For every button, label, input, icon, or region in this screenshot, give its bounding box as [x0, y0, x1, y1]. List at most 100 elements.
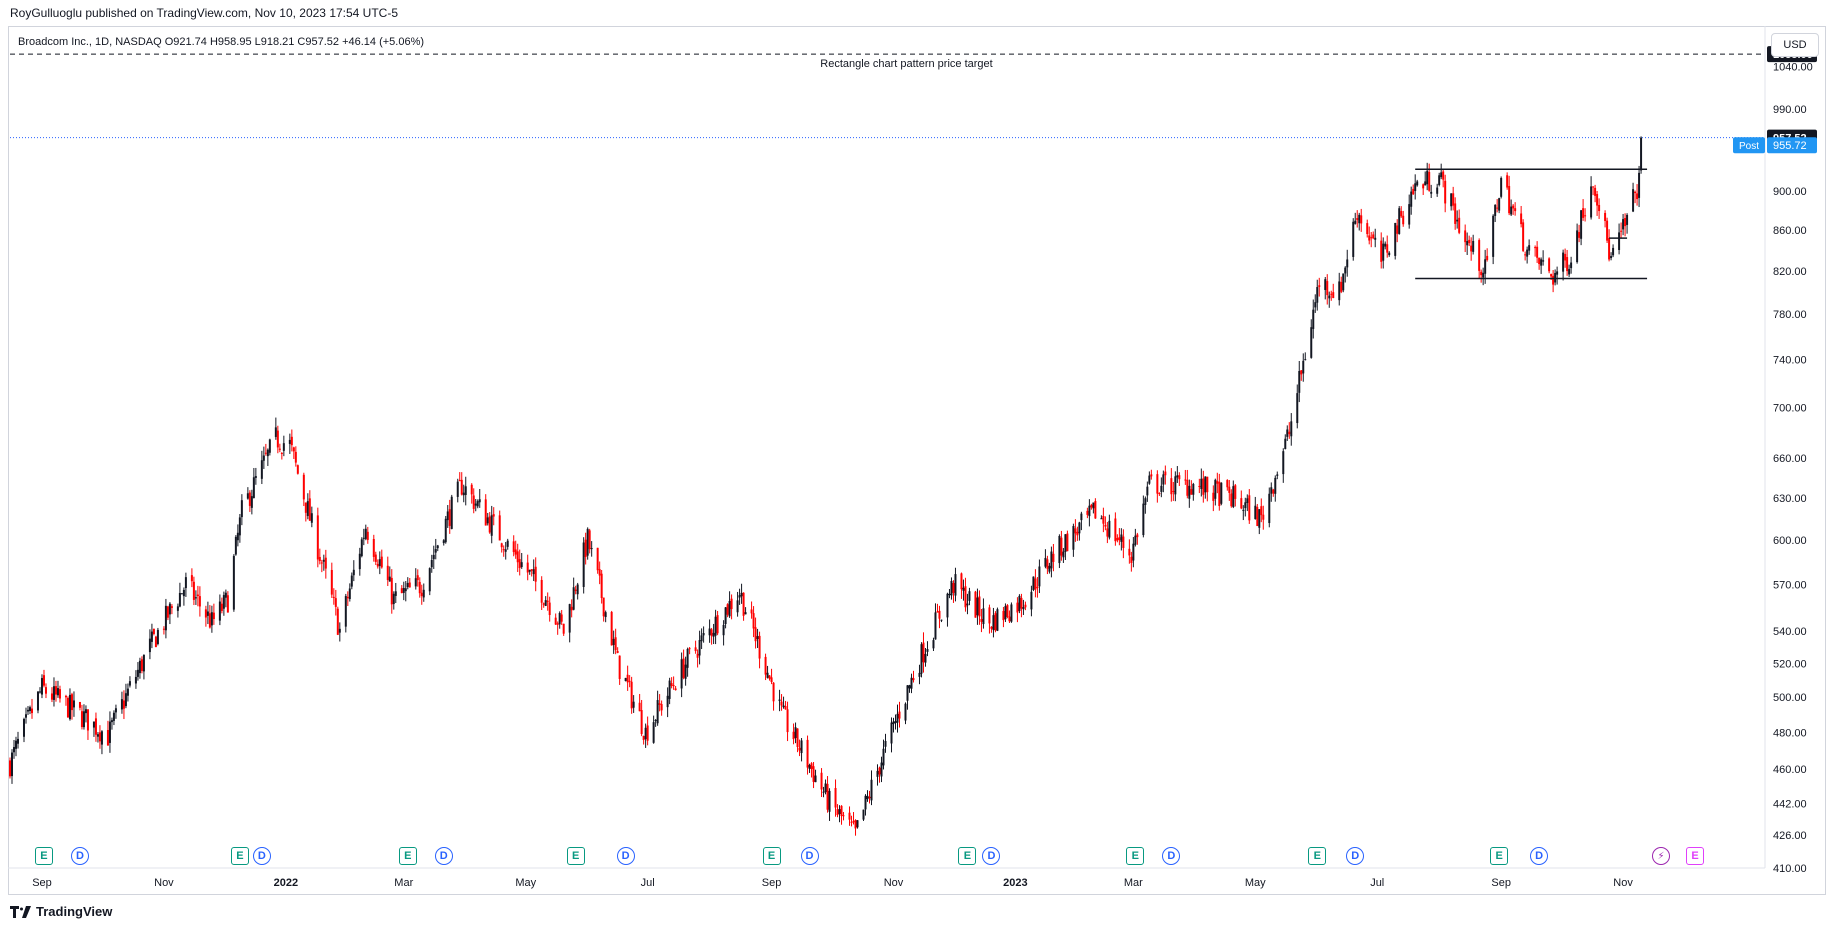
candle-body: [418, 581, 421, 594]
candle-body: [782, 705, 785, 708]
candle-body: [624, 677, 627, 682]
candle-body: [94, 718, 97, 735]
x-tick-label: Mar: [394, 877, 413, 889]
dividend-event-icon[interactable]: D: [982, 847, 1001, 865]
candle-body: [966, 603, 969, 606]
candle-body: [1366, 223, 1369, 235]
candle-body: [430, 560, 433, 568]
candle-body: [1472, 240, 1475, 252]
candle-body: [366, 531, 369, 540]
candle-body: [408, 582, 411, 588]
candle-body: [210, 612, 213, 626]
dividend-event-icon[interactable]: D: [1346, 847, 1365, 865]
post-market-label: Post: [1739, 141, 1759, 152]
candle-body: [1450, 193, 1453, 207]
candle-body: [504, 549, 507, 552]
dividend-event-icon[interactable]: D: [800, 847, 819, 865]
candle-body: [962, 587, 965, 591]
candle-body: [558, 612, 561, 625]
candle-body: [306, 501, 309, 516]
footer[interactable]: TradingView: [10, 904, 112, 919]
candle-body: [1206, 476, 1209, 493]
candle-body: [828, 790, 831, 812]
candle-body: [38, 691, 41, 693]
candle-body: [208, 613, 211, 628]
candle-body: [26, 709, 29, 712]
candle-body: [1046, 559, 1049, 569]
candle-body: [980, 619, 983, 622]
candle-body: [458, 480, 461, 482]
split-event-icon[interactable]: ⚡: [1652, 847, 1671, 865]
candle-body: [1542, 260, 1545, 262]
candle-body: [588, 530, 591, 550]
candle-body: [910, 677, 913, 689]
candle-body: [1072, 526, 1075, 550]
candle-body: [1438, 175, 1441, 186]
earnings-event-icon[interactable]: E: [1490, 847, 1509, 865]
candle-body: [598, 569, 601, 576]
earnings-event-icon[interactable]: E: [1686, 847, 1705, 865]
candle-body: [1454, 203, 1457, 224]
candle-body: [870, 779, 873, 801]
candle-body: [1116, 537, 1119, 541]
earnings-event-icon[interactable]: E: [230, 847, 249, 865]
candle-body: [1156, 474, 1159, 494]
candle-body: [694, 647, 697, 652]
candle-body: [568, 604, 571, 633]
candle-body: [1118, 537, 1121, 541]
candle-body: [742, 592, 745, 616]
dividend-event-icon[interactable]: D: [252, 847, 271, 865]
candle-body: [320, 562, 323, 564]
candle-body: [1620, 230, 1623, 232]
dividend-event-icon[interactable]: D: [616, 847, 635, 865]
candle-body: [168, 603, 171, 615]
earnings-event-icon[interactable]: E: [1126, 847, 1145, 865]
candle-body: [630, 681, 633, 709]
candle-body: [822, 791, 825, 793]
candle-body: [1254, 505, 1257, 520]
candle-body: [684, 664, 687, 679]
candle-body: [376, 563, 379, 567]
candle-body: [574, 589, 577, 591]
candle-body: [142, 654, 145, 672]
candle-body: [1342, 273, 1345, 291]
dividend-event-icon[interactable]: D: [1162, 847, 1181, 865]
candle-body: [768, 675, 771, 679]
candle-body: [512, 541, 515, 553]
dividend-event-icon[interactable]: D: [434, 847, 453, 865]
candle-body: [12, 747, 15, 753]
candle-body: [274, 427, 277, 437]
candle-body: [388, 576, 391, 582]
price-chart[interactable]: Rectangle chart pattern price target 410…: [0, 0, 1835, 895]
candle-body: [196, 594, 199, 597]
earnings-event-icon[interactable]: E: [1308, 847, 1327, 865]
candle-body: [1452, 193, 1455, 206]
earnings-event-icon[interactable]: E: [34, 847, 53, 865]
candle-body: [502, 549, 505, 551]
candle-body: [10, 752, 13, 777]
candle-body: [756, 636, 759, 640]
candle-body: [1624, 218, 1627, 227]
dividend-event-icon[interactable]: D: [1530, 847, 1549, 865]
earnings-event-icon[interactable]: E: [566, 847, 585, 865]
candle-body: [680, 659, 683, 689]
candle-body: [70, 694, 73, 711]
currency-button[interactable]: USD: [1771, 33, 1819, 57]
candle-body: [794, 727, 797, 738]
candle-body: [414, 578, 417, 587]
candle-body: [1444, 180, 1447, 204]
dividend-event-icon[interactable]: D: [70, 847, 89, 865]
candle-body: [738, 595, 741, 598]
earnings-event-icon[interactable]: E: [958, 847, 977, 865]
candle-body: [920, 644, 923, 674]
candle-body: [796, 728, 799, 748]
candle-body: [722, 624, 725, 636]
earnings-event-icon[interactable]: E: [398, 847, 417, 865]
candle-body: [1352, 221, 1355, 257]
candle-body: [960, 573, 963, 590]
earnings-event-icon[interactable]: E: [762, 847, 781, 865]
candle-body: [736, 600, 739, 613]
candle-body: [1244, 502, 1247, 509]
candle-body: [1498, 198, 1501, 211]
candle-body: [192, 581, 195, 600]
